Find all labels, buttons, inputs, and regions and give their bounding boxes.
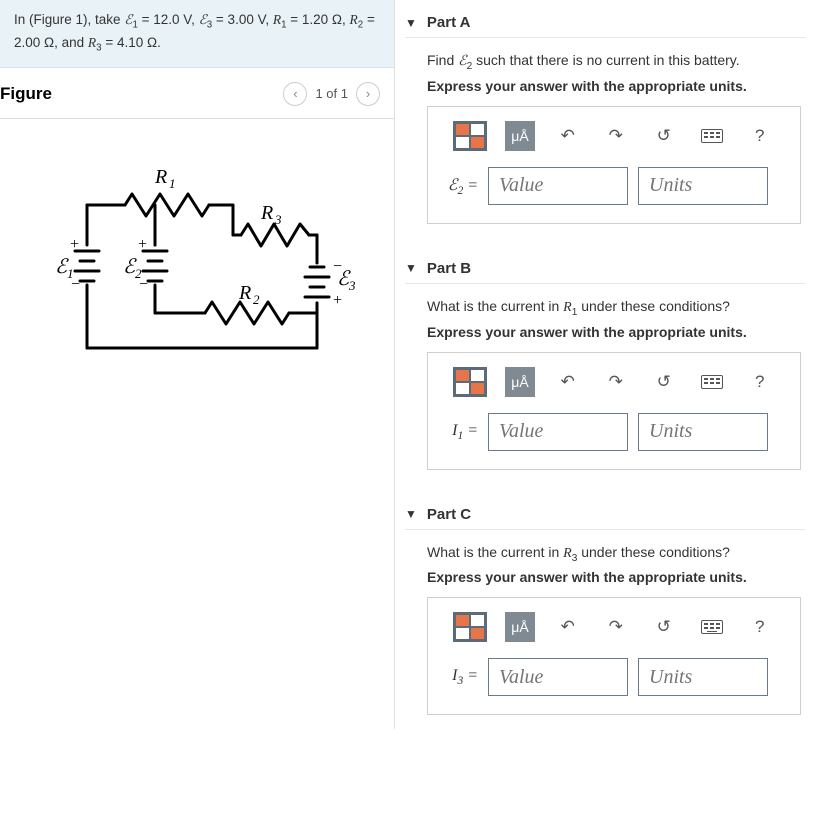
part-a: ▼ Part A Find ℰ2 such that there is no c… <box>405 8 805 224</box>
template-picker-button[interactable] <box>453 367 487 397</box>
part-b-value-input[interactable] <box>488 413 628 451</box>
svg-text:3: 3 <box>348 278 356 293</box>
part-b-header[interactable]: ▼ Part B <box>405 254 805 284</box>
part-b-instruction: Express your answer with the appropriate… <box>427 324 801 340</box>
part-c-header[interactable]: ▼ Part C <box>405 500 805 530</box>
part-b-answer-card: μÅ ↶ ↷ ↺ ? I1 = <box>427 352 801 470</box>
part-c: ▼ Part C What is the current in R3 under… <box>405 500 805 716</box>
divider <box>0 118 394 119</box>
figure-title: Figure <box>0 84 52 104</box>
part-c-instruction: Express your answer with the appropriate… <box>427 569 801 585</box>
svg-text:R: R <box>154 166 167 188</box>
svg-text:+: + <box>333 292 342 309</box>
svg-text:2: 2 <box>253 292 260 307</box>
problem-statement: In (Figure 1), take ℰ1 = 12.0 V, ℰ3 = 3.… <box>0 0 394 68</box>
keyboard-icon <box>701 375 723 389</box>
svg-text:+: + <box>70 236 79 253</box>
svg-text:R: R <box>238 282 251 304</box>
part-a-instruction: Express your answer with the appropriate… <box>427 78 801 94</box>
redo-button[interactable]: ↷ <box>601 368 631 396</box>
keyboard-icon <box>701 620 723 634</box>
part-c-prompt: What is the current in R3 under these co… <box>427 544 801 564</box>
chevron-down-icon: ▼ <box>405 507 417 521</box>
pager-label: 1 of 1 <box>315 86 348 101</box>
svg-text:1: 1 <box>169 176 176 191</box>
part-c-value-input[interactable] <box>488 658 628 696</box>
template-picker-button[interactable] <box>453 612 487 642</box>
undo-button[interactable]: ↶ <box>553 122 583 150</box>
help-button[interactable]: ? <box>745 122 775 150</box>
part-a-prompt: Find ℰ2 such that there is no current in… <box>427 52 801 72</box>
svg-text:2: 2 <box>135 266 142 281</box>
part-c-title: Part C <box>427 506 471 523</box>
reset-button[interactable]: ↺ <box>649 613 679 641</box>
prev-figure-button[interactable]: ‹ <box>283 82 307 106</box>
template-picker-button[interactable] <box>453 121 487 151</box>
reset-button[interactable]: ↺ <box>649 122 679 150</box>
keyboard-icon <box>701 129 723 143</box>
circuit-diagram: + − + − − + R1 R3 R2 ℰ1 ℰ2 ℰ3 <box>0 129 394 373</box>
part-a-answer-card: μÅ ↶ ↷ ↺ ? ℰ2 = <box>427 106 801 224</box>
part-a-header[interactable]: ▼ Part A <box>405 8 805 38</box>
reset-button[interactable]: ↺ <box>649 368 679 396</box>
units-picker-button[interactable]: μÅ <box>505 121 534 151</box>
help-button[interactable]: ? <box>745 613 775 641</box>
units-picker-button[interactable]: μÅ <box>505 612 534 642</box>
svg-text:1: 1 <box>67 266 74 281</box>
keyboard-button[interactable] <box>697 613 727 641</box>
part-b-variable: I1 = <box>444 422 478 442</box>
keyboard-button[interactable] <box>697 122 727 150</box>
units-picker-button[interactable]: μÅ <box>505 367 534 397</box>
svg-text:3: 3 <box>274 212 282 227</box>
svg-text:+: + <box>138 236 147 253</box>
chevron-down-icon: ▼ <box>405 16 417 30</box>
part-a-variable: ℰ2 = <box>444 175 478 197</box>
figure-pager: ‹ 1 of 1 › <box>283 82 380 106</box>
part-c-units-input[interactable] <box>638 658 768 696</box>
next-figure-button[interactable]: › <box>356 82 380 106</box>
undo-button[interactable]: ↶ <box>553 613 583 641</box>
chevron-down-icon: ▼ <box>405 261 417 275</box>
part-a-title: Part A <box>427 14 471 31</box>
part-b-units-input[interactable] <box>638 413 768 451</box>
part-b: ▼ Part B What is the current in R1 under… <box>405 254 805 470</box>
part-a-units-input[interactable] <box>638 167 768 205</box>
part-c-variable: I3 = <box>444 667 478 687</box>
part-a-value-input[interactable] <box>488 167 628 205</box>
undo-button[interactable]: ↶ <box>553 368 583 396</box>
keyboard-button[interactable] <box>697 368 727 396</box>
redo-button[interactable]: ↷ <box>601 613 631 641</box>
svg-text:R: R <box>260 202 273 224</box>
help-button[interactable]: ? <box>745 368 775 396</box>
part-b-title: Part B <box>427 260 471 277</box>
part-c-answer-card: μÅ ↶ ↷ ↺ ? I3 = <box>427 597 801 715</box>
part-b-prompt: What is the current in R1 under these co… <box>427 298 801 318</box>
redo-button[interactable]: ↷ <box>601 122 631 150</box>
